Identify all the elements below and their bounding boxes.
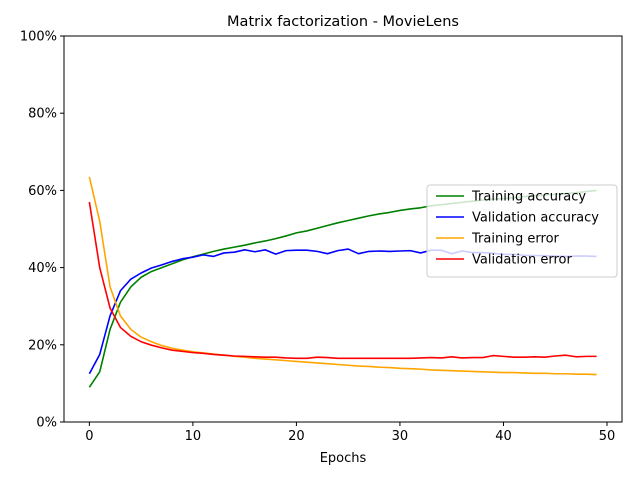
x-tick-label: 10 (185, 429, 202, 444)
y-tick-label: 100% (20, 30, 57, 45)
chart-title: Matrix factorization - MovieLens (227, 14, 459, 30)
x-tick-label: 30 (392, 429, 409, 444)
legend-label: Training accuracy (471, 190, 586, 205)
x-tick-label: 0 (85, 429, 93, 444)
legend-label: Validation accuracy (472, 211, 599, 226)
x-tick-label: 40 (495, 429, 512, 444)
legend-label: Training error (471, 232, 560, 247)
series-line-validation-error (88, 201, 597, 360)
legend-box (426, 184, 618, 278)
x-axis-label: Epochs (320, 451, 367, 466)
y-axis-ticks: 0% 20% 40% 60% 80% 100% (20, 30, 64, 431)
y-tick-label: 60% (28, 184, 57, 199)
y-tick-label: 0% (36, 416, 57, 431)
legend-label: Validation error (472, 253, 572, 268)
x-tick-label: 50 (599, 429, 616, 444)
legend: Training accuracy Validation accuracy Trai… (426, 184, 618, 278)
y-tick-label: 40% (28, 261, 57, 276)
plot-frame (63, 35, 623, 423)
y-tick-label: 80% (28, 107, 57, 122)
series-line-training-error (88, 176, 597, 376)
x-axis-ticks: 0 10 20 30 40 50 (85, 422, 615, 444)
x-tick-label: 20 (288, 429, 305, 444)
y-tick-label: 20% (28, 338, 57, 353)
